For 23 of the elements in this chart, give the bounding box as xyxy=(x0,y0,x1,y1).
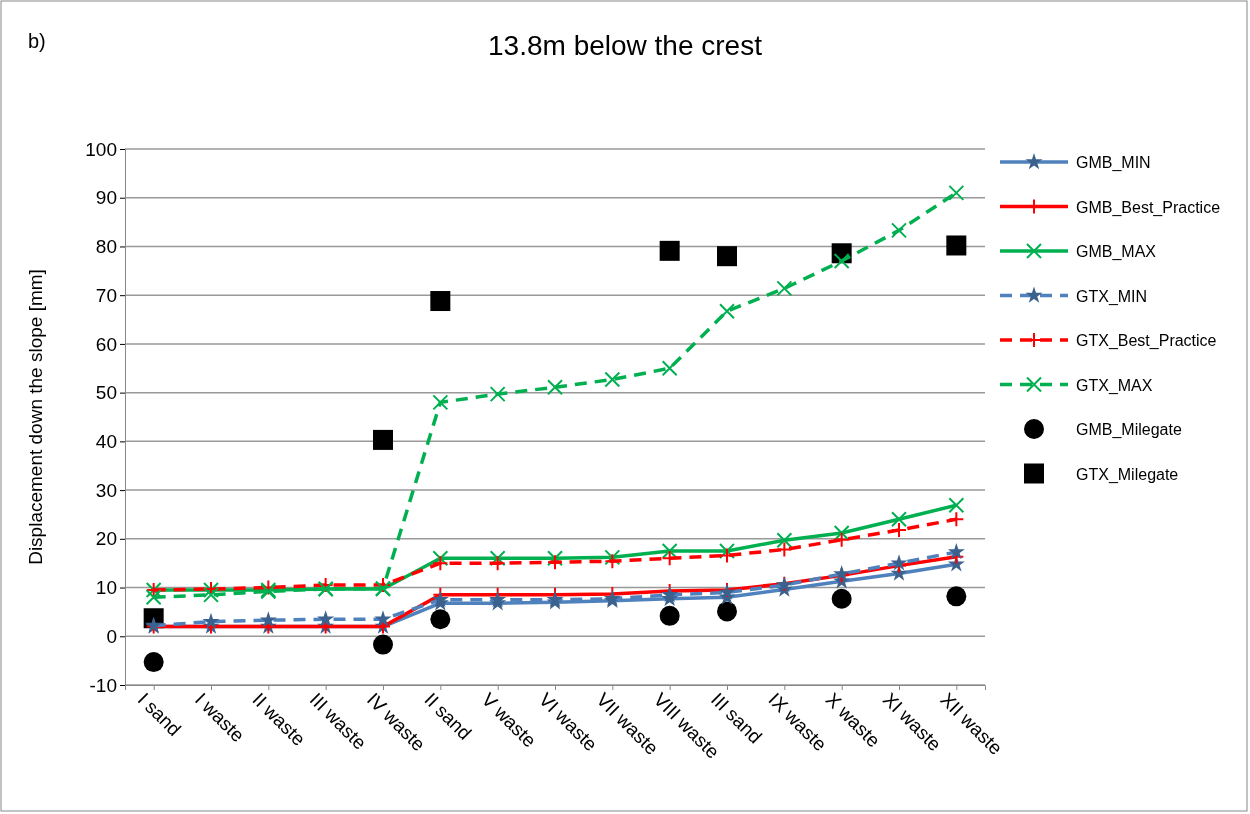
legend-label: GTX_MIN xyxy=(1076,287,1148,306)
legend-label: GMB_MAX xyxy=(1076,243,1157,261)
y-tick-label: 100 xyxy=(85,138,117,160)
y-tick-label: 80 xyxy=(95,236,117,258)
legend-label: GTX_Milegate xyxy=(1076,465,1179,484)
legend-label: GMB_Best_Practice xyxy=(1076,198,1221,217)
chart-title: 13.8m below the crest xyxy=(488,30,763,61)
legend-label: GTX_Best_Practice xyxy=(1076,332,1217,350)
y-tick-label: 10 xyxy=(95,577,117,599)
y-axis-title: Displacement down the slope [mm] xyxy=(25,269,46,565)
legend-label: GMB_MIN xyxy=(1076,154,1151,172)
legend-label: GTX_MAX xyxy=(1076,376,1153,395)
y-tick-label: 20 xyxy=(95,528,117,550)
y-tick-label: 30 xyxy=(95,479,117,501)
y-tick-label: 60 xyxy=(95,333,117,355)
y-tick-label: -10 xyxy=(89,674,117,696)
y-tick-label: 90 xyxy=(95,187,117,209)
y-tick-label: 70 xyxy=(95,284,117,306)
y-tick-label: 50 xyxy=(95,382,117,404)
y-tick-label: 0 xyxy=(106,625,117,647)
y-tick-label: 40 xyxy=(95,430,117,452)
text: b) xyxy=(28,30,46,52)
legend-label: GMB_Milegate xyxy=(1076,421,1182,439)
